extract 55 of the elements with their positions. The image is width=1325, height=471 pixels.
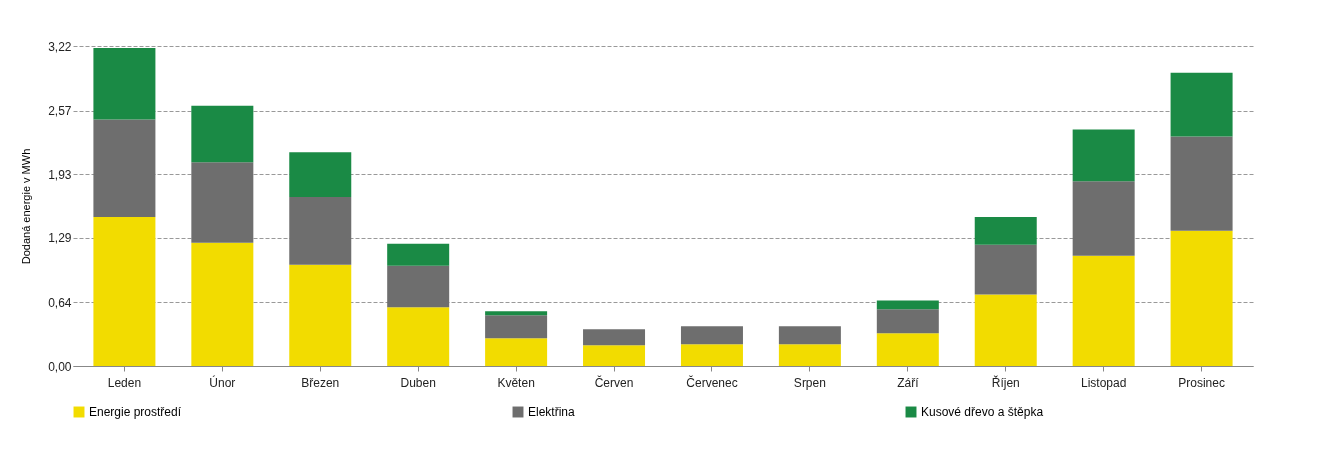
bar (93, 47, 156, 120)
bar (974, 294, 1037, 366)
bar (289, 197, 352, 265)
bar (974, 244, 1037, 295)
bar (387, 243, 450, 266)
bar (778, 326, 841, 345)
x-tick-label: Říjen (991, 374, 1020, 390)
y-tick-label: 0,00 (48, 359, 72, 374)
x-tick-label: Březen (301, 375, 340, 390)
x-tick-label: Září (897, 375, 920, 390)
bar (387, 265, 450, 308)
bar (1072, 129, 1135, 182)
x-tick-label: Červen (594, 374, 634, 390)
legend-label: Energie prostředí (89, 405, 182, 419)
bar (191, 242, 254, 366)
bar (974, 216, 1037, 245)
y-axis-title: Dodaná energie v MWh (20, 148, 33, 265)
x-tick-label: Listopad (1080, 375, 1127, 390)
x-tick-label: Prosinec (1178, 375, 1225, 390)
bar (1170, 72, 1233, 137)
x-tick-label: Květen (497, 375, 535, 390)
bar (93, 216, 156, 366)
legend-label: Elektřina (528, 405, 576, 419)
bar (191, 105, 254, 163)
bar (191, 162, 254, 243)
y-tick-label: 0,64 (48, 295, 72, 310)
y-tick-label: 3,22 (48, 39, 72, 54)
bar (387, 307, 450, 366)
bar (680, 344, 743, 366)
bar (778, 344, 841, 366)
bar (876, 300, 939, 310)
x-tick-label: Srpen (793, 375, 826, 390)
x-tick-label: Leden (107, 375, 142, 390)
bar (583, 329, 646, 346)
x-tick-label: Duben (400, 375, 436, 390)
bar (289, 264, 352, 366)
x-tick-label: Červenec (686, 374, 738, 390)
bar (876, 309, 939, 334)
bar (289, 152, 352, 198)
bar (485, 315, 548, 339)
bar (485, 338, 548, 366)
y-tick-label: 2,57 (48, 104, 72, 119)
bar (876, 333, 939, 366)
bar (680, 326, 743, 345)
y-tick-label: 1,93 (48, 167, 72, 182)
bar (1072, 255, 1135, 366)
x-tick-label: Únor (209, 374, 236, 390)
bar (485, 311, 548, 316)
legend-label: Kusové dřevo a štěpka (921, 405, 1044, 419)
bar (583, 345, 646, 366)
bar (1072, 181, 1135, 256)
y-tick-label: 1,29 (48, 231, 72, 246)
bar (1170, 136, 1233, 231)
bar (1170, 230, 1233, 366)
bar (93, 119, 156, 217)
